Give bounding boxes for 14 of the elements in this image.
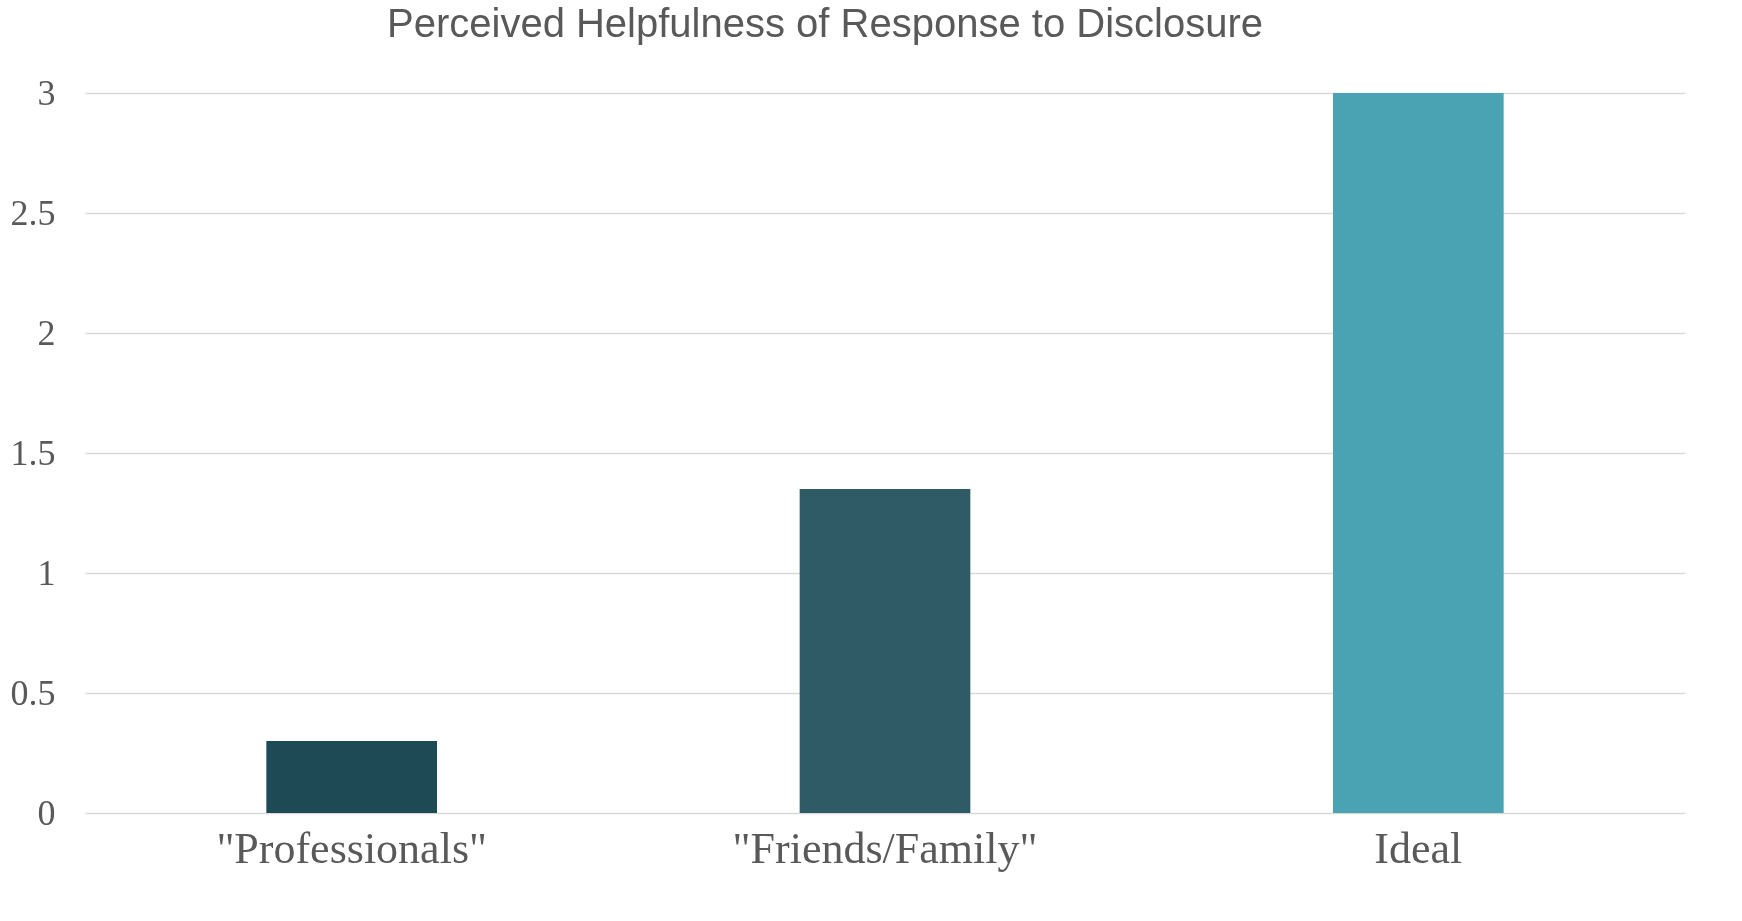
y-tick-label: 2.5	[10, 192, 56, 233]
bar	[266, 741, 437, 813]
y-tick-label: 0.5	[10, 672, 56, 713]
y-tick-label: 1	[37, 552, 56, 593]
x-tick-label: "Friends/Family"	[732, 823, 1038, 873]
chart-title: Perceived Helpfulness of Response to Disclosure	[387, 1, 1263, 45]
y-tick-label: 0	[37, 792, 56, 833]
x-tick-label: "Professionals"	[216, 823, 487, 873]
y-tick-label: 2	[37, 312, 56, 353]
bar	[799, 489, 971, 813]
y-tick-label: 1.5	[10, 432, 56, 473]
y-tick-label: 3	[37, 72, 56, 113]
x-tick-label: Ideal	[1374, 823, 1463, 873]
bar	[1333, 93, 1504, 813]
